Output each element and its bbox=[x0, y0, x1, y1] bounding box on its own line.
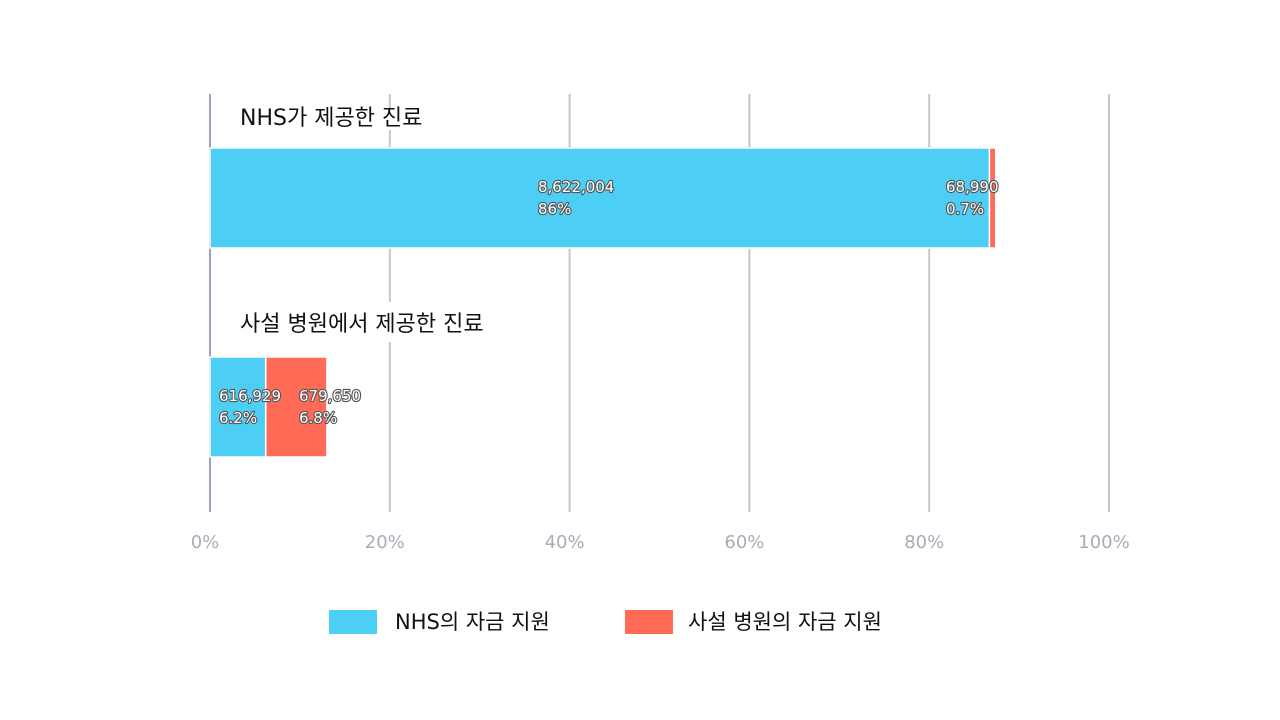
percent-label-1-2: 0.7% bbox=[946, 200, 984, 218]
value-label-1-1: 8,622,004 bbox=[538, 178, 614, 196]
value-label-2-2: 679,650 bbox=[299, 387, 361, 405]
bar-2-series-1 bbox=[209, 356, 267, 458]
bar-1-series-2 bbox=[988, 147, 997, 249]
x-tick-label-100: 100% bbox=[1078, 532, 1129, 553]
legend-swatch-1 bbox=[329, 610, 377, 634]
x-tick-label-40: 40% bbox=[545, 532, 585, 553]
bars bbox=[209, 147, 997, 458]
legend-label-2: 사설 병원의 자금 지원 bbox=[688, 610, 882, 634]
percent-label-2-1: 6.2% bbox=[219, 409, 257, 427]
legend: NHS의 자금 지원 사설 병원의 자금 지원 bbox=[329, 610, 882, 634]
legend-label-1: NHS의 자금 지원 bbox=[395, 610, 550, 634]
x-tick-label-20: 20% bbox=[365, 532, 405, 553]
value-label-2-1: 616,929 bbox=[219, 387, 281, 405]
x-tick-label-0: 0% bbox=[191, 532, 220, 553]
bar-2-series-2 bbox=[264, 356, 328, 458]
percent-label-2-2: 6.8% bbox=[299, 409, 337, 427]
percent-label-1-1: 86% bbox=[538, 200, 571, 218]
x-tick-label-80: 80% bbox=[904, 532, 944, 553]
category-label-2: 사설 병원에서 제공한 진료 bbox=[240, 312, 484, 337]
data-labels: 8,622,004 86% 68,990 0.7% 616,929 6.2% 679,650… bbox=[218, 177, 1000, 428]
value-label-1-2: 68,990 bbox=[946, 178, 999, 196]
x-axis-tick-labels: 0% 20% 40% 60% 80% 100% bbox=[191, 532, 1130, 553]
legend-swatch-2 bbox=[625, 610, 673, 634]
category-label-1: NHS가 제공한 진료 bbox=[240, 106, 422, 131]
x-tick-label-60: 60% bbox=[724, 532, 764, 553]
bar-1-series-1 bbox=[209, 147, 991, 249]
